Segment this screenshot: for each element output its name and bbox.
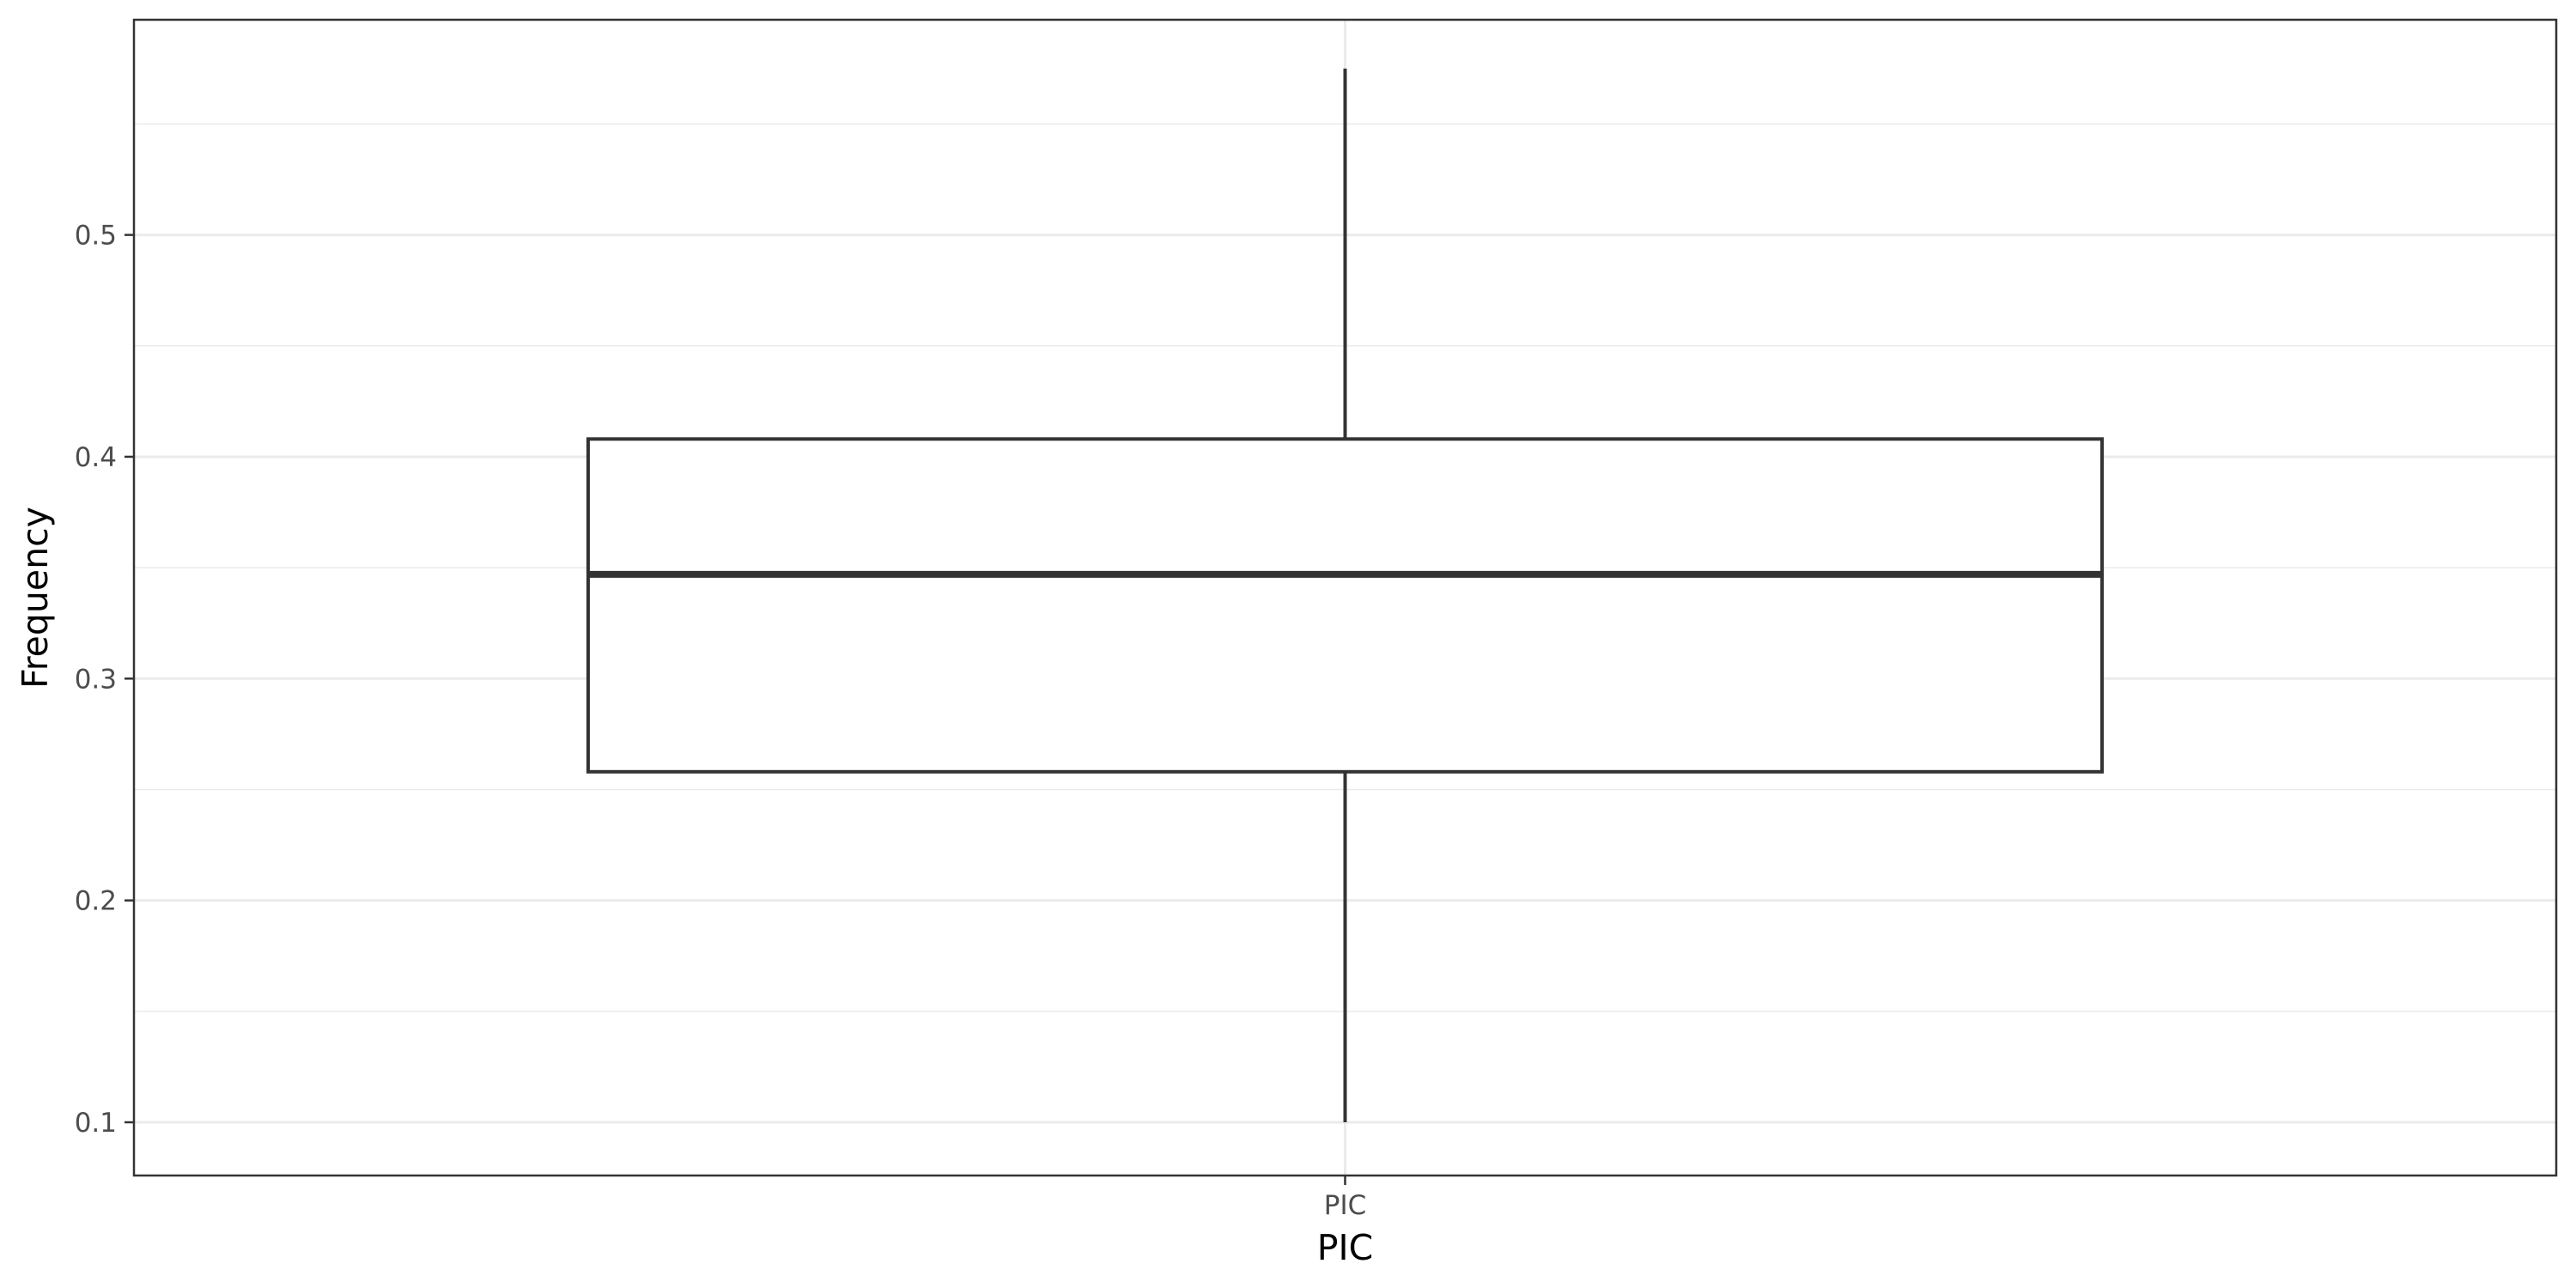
box [586,437,2105,774]
y-axis-title: Frequency [15,507,56,689]
y-tick-label: 0.4 [75,442,117,473]
x-tick-label: PIC [1324,1190,1366,1221]
x-axis: PIC [1324,1176,1366,1221]
y-tick-label: 0.2 [75,886,117,917]
y-axis: 0.1 0.2 0.3 0.4 0.5 [75,221,134,1139]
y-tick-label: 0.5 [75,221,117,252]
y-tick-label: 0.3 [75,664,117,695]
x-axis-title: PIC [1317,1227,1373,1268]
boxplot-layer [586,68,2105,1122]
y-tick-label: 0.1 [75,1108,117,1139]
